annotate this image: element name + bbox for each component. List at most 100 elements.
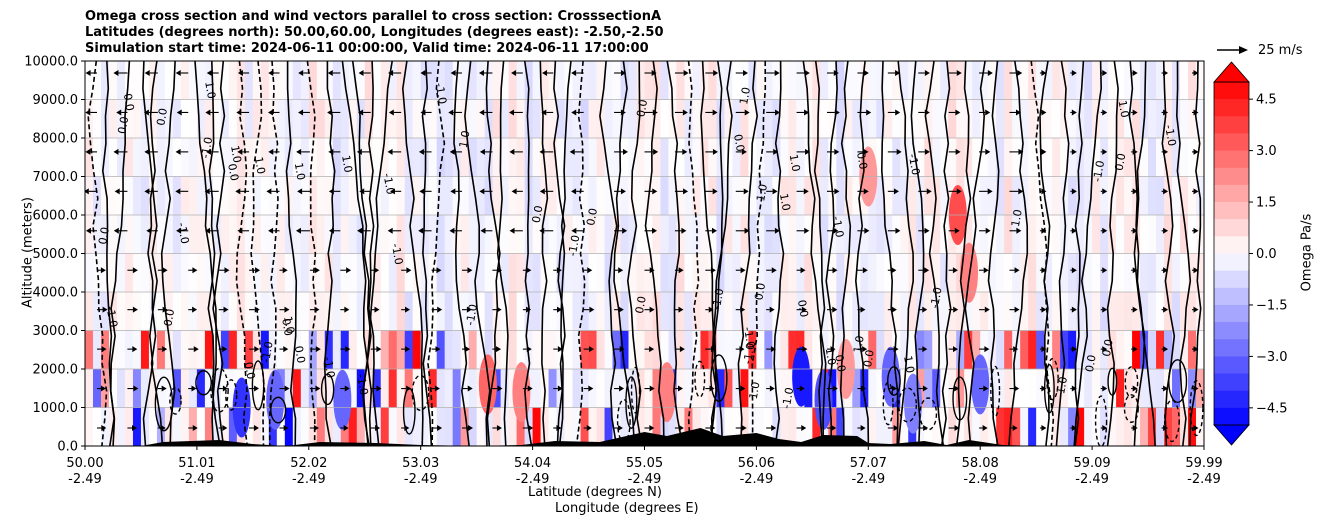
omega-cell (436, 138, 446, 177)
omega-cell (652, 407, 661, 446)
omega-cell (892, 253, 901, 293)
wind-vector-head (712, 148, 718, 155)
wind-vector-head (891, 306, 897, 313)
contour-line (1008, 61, 1029, 446)
omega-cell (508, 407, 518, 446)
omega-cell (964, 176, 973, 216)
omega-cell (900, 292, 909, 331)
omega-cell (196, 369, 206, 408)
wind-vector-head (143, 109, 149, 116)
colorbar-segment (1214, 99, 1249, 117)
omega-cell (180, 407, 190, 446)
omega-cell (620, 369, 630, 408)
omega-cell (492, 61, 502, 100)
omega-cell (1148, 407, 1157, 446)
omega-cell (876, 99, 885, 139)
omega-cell (244, 253, 254, 293)
contour-label: 0.0 (292, 345, 308, 364)
omega-cell (1156, 369, 1165, 408)
omega-cell (500, 138, 510, 177)
omega-cell (100, 61, 110, 100)
wind-vector-head (1071, 306, 1077, 313)
omega-cell (812, 330, 821, 370)
contour-line (1039, 61, 1051, 446)
omega-cell (972, 61, 981, 100)
wind-vector-head (1014, 306, 1020, 313)
omega-cell (868, 292, 877, 331)
omega-cell (524, 61, 534, 100)
wind-vector-head (556, 425, 562, 431)
contour-label: 1.0 (1009, 208, 1025, 227)
contour-line (1175, 61, 1192, 446)
omega-cell (588, 138, 598, 177)
wind-vector-head (314, 306, 320, 313)
wind-vector-head (222, 425, 228, 431)
omega-feature (333, 369, 352, 430)
omega-cell (612, 330, 622, 370)
omega-cell (732, 215, 741, 254)
omega-cell (1172, 407, 1181, 446)
omega-cell (1004, 99, 1013, 139)
wind-vector-head (268, 148, 274, 155)
wind-vector-head (539, 227, 545, 234)
omega-cell (276, 292, 286, 331)
wind-vector-head (985, 227, 991, 234)
omega-cell (780, 253, 789, 293)
omega-cell (428, 176, 438, 216)
omega-cell (916, 330, 925, 370)
omega-cell (804, 330, 813, 370)
omega-cell (292, 176, 302, 216)
omega-cell (644, 407, 653, 446)
omega-cell (564, 369, 574, 408)
wind-vector-head (496, 346, 502, 353)
omega-cell (780, 138, 789, 177)
contour-line (687, 61, 700, 446)
omega-cell (956, 61, 965, 100)
omega-cell (1092, 369, 1101, 408)
omega-cell (484, 215, 494, 254)
omega-cell (804, 215, 813, 254)
omega-cell (588, 176, 598, 216)
omega-cell (300, 253, 310, 293)
omega-cell (916, 407, 925, 446)
omega-cell (940, 253, 949, 293)
contour-line (160, 61, 176, 446)
wind-vector-head (1132, 188, 1138, 195)
omega-cell (756, 253, 765, 293)
y-tick-label: 9000.0 (33, 93, 79, 108)
wind-vector-head (1071, 148, 1077, 155)
wind-vector-head (1041, 425, 1047, 431)
omega-cell (996, 138, 1005, 177)
wind-vector-head (984, 306, 990, 313)
omega-cell (724, 292, 733, 331)
wind-vector-head (571, 227, 577, 234)
omega-cell (316, 61, 326, 100)
omega-cell (324, 99, 334, 139)
omega-cell (164, 61, 174, 100)
omega-cell (1020, 138, 1029, 177)
omega-cell (924, 253, 933, 293)
omega-cell (764, 330, 773, 370)
omega-cell (924, 292, 933, 331)
omega-cell (444, 292, 454, 331)
omega-cell (740, 292, 749, 331)
omega-cell (660, 176, 669, 216)
omega-cell (684, 330, 693, 370)
omega-cell (972, 215, 981, 254)
omega-cell (820, 330, 829, 370)
omega-cell (396, 215, 406, 254)
wind-vector-head (744, 109, 750, 116)
omega-cell (644, 215, 653, 254)
omega-cell (1116, 215, 1125, 254)
wind-vector-head (895, 70, 901, 76)
omega-cell (396, 407, 406, 446)
omega-cell (852, 99, 861, 139)
wind-vector-head (710, 425, 716, 431)
omega-cell (908, 292, 917, 331)
contour-label: 0.0 (634, 98, 650, 117)
omega-cell (612, 138, 622, 177)
omega-cell (316, 407, 326, 446)
omega-cell (1044, 176, 1053, 216)
omega-cell (1156, 138, 1165, 177)
omega-cell (636, 292, 645, 331)
